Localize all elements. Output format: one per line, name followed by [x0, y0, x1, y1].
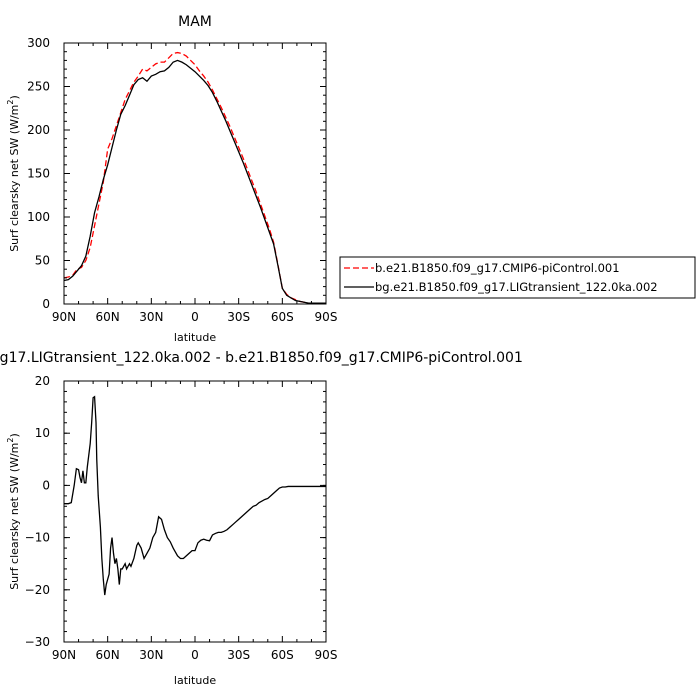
- legend: b.e21.B1850.f09_g17.CMIP6-piControl.001 …: [339, 256, 696, 299]
- bottom-y-tick-label: 10: [35, 426, 50, 440]
- top-x-tick-label: 0: [191, 310, 199, 324]
- bottom-plot-frame: [63, 380, 327, 643]
- top-y-tick-label: 250: [27, 80, 50, 94]
- top-x-tick-label: 30S: [227, 310, 250, 324]
- legend-label-control: b.e21.B1850.f09_g17.CMIP6-piControl.001: [375, 261, 620, 275]
- bottom-x-tick-label: 30S: [227, 648, 250, 662]
- bottom-x-tick-label: 60N: [96, 648, 120, 662]
- top-x-tick-label: 90S: [315, 310, 338, 324]
- top-y-axis-label-close: ): [8, 95, 21, 99]
- top-plot-frame: [63, 42, 327, 305]
- top-y-axis-label-sup: 2: [6, 100, 15, 105]
- top-x-tick-label: 90N: [52, 310, 76, 324]
- top-series-line-1: [63, 59, 326, 304]
- bottom-chart-title: bg.e21.B1850.f09_g17.LIGtransient_122.0k…: [0, 350, 523, 366]
- legend-label-transient: bg.e21.B1850.f09_g17.LIGtransient_122.0k…: [375, 280, 658, 294]
- bottom-y-tick-label: 0: [42, 478, 50, 492]
- top-y-tick-label: 0: [42, 297, 50, 311]
- top-x-tick-label: 60N: [96, 310, 120, 324]
- top-ticks: 90N 60N 30N 0 30S 60S 90S 0 50 100 150 200 250 300: [27, 36, 337, 324]
- legend-box: [339, 256, 696, 299]
- bottom-y-tick-label: −30: [25, 635, 50, 649]
- top-y-tick-label: 200: [27, 123, 50, 137]
- bottom-y-axis-label-main: Surf clearsky net SW (W/m: [8, 443, 21, 590]
- bottom-y-axis-label: Surf clearsky net SW (W/m2): [6, 433, 21, 590]
- bottom-x-tick-label: 90S: [315, 648, 338, 662]
- top-y-axis-label-main: Surf clearsky net SW (W/m: [8, 105, 21, 252]
- bottom-x-tick-label: 90N: [52, 648, 76, 662]
- bottom-series-line-0: [64, 395, 326, 596]
- bottom-y-tick-label: 20: [35, 374, 50, 388]
- bottom-panel: bg.e21.B1850.f09_g17.LIGtransient_122.0k…: [0, 350, 523, 687]
- top-x-axis-label: latitude: [174, 331, 216, 344]
- top-x-tick-label: 30N: [139, 310, 163, 324]
- top-x-tick-label: 60S: [271, 310, 294, 324]
- bottom-series-layer: [64, 395, 326, 596]
- bottom-ticks: 90N 60N 30N 0 30S 60S 90S −30 −20 −10 0 10 20: [25, 374, 338, 662]
- top-y-tick-label: 100: [27, 210, 50, 224]
- bottom-x-tick-label: 60S: [271, 648, 294, 662]
- bottom-x-axis-label: latitude: [174, 674, 216, 687]
- top-series-layer: [63, 51, 326, 304]
- top-y-tick-label: 150: [27, 167, 50, 181]
- bottom-y-axis-label-close: ): [8, 433, 21, 437]
- top-y-axis-label: Surf clearsky net SW (W/m2): [6, 95, 21, 252]
- bottom-x-tick-label: 0: [191, 648, 199, 662]
- bottom-y-tick-label: −20: [25, 583, 50, 597]
- top-chart-title: MAM: [178, 14, 212, 30]
- top-y-tick-label: 50: [35, 254, 50, 268]
- bottom-y-tick-label: −10: [25, 531, 50, 545]
- top-panel: MAM 90N 60N 30N 0 30S 60S 90S 0 50 100 150 200 250 30…: [6, 14, 337, 344]
- bottom-y-axis-label-sup: 2: [6, 438, 15, 443]
- top-y-tick-label: 300: [27, 36, 50, 50]
- bottom-x-tick-label: 30N: [139, 648, 163, 662]
